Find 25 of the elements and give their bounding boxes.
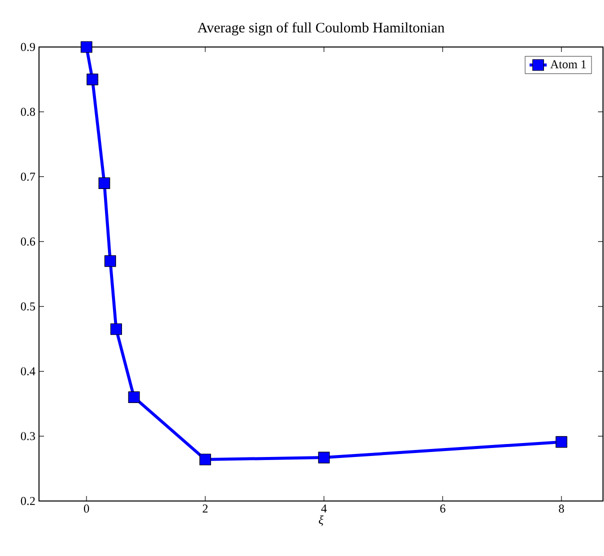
y-tick-label: 0.2 (20, 496, 35, 506)
point (128, 391, 140, 404)
y-tick-label: 0.3 (20, 432, 36, 440)
chart-title: Average sign of full Coulomb Hamiltonian (197, 22, 444, 36)
x-tick-label: 4 (321, 504, 327, 512)
y-tick-label: 0.9 (20, 42, 35, 52)
point (110, 323, 122, 335)
point (104, 255, 116, 267)
y-tick-label: 0.4 (20, 367, 36, 376)
x-tick-label: 6 (440, 504, 446, 513)
y-tick-label: 0.6 (20, 237, 36, 246)
point (98, 177, 110, 189)
x-axis-title: ξ (318, 515, 324, 526)
x-tick-label: 8 (558, 504, 564, 513)
legend-label: Atom 1 (550, 60, 586, 68)
point (86, 74, 98, 86)
point (556, 436, 568, 448)
y-tick-label: 0.5 (20, 302, 36, 311)
x-tick-label: 2 (202, 504, 208, 512)
y-tick-label: 0.8 (20, 108, 36, 116)
x-tick-label: 0 (84, 504, 90, 513)
point (199, 454, 212, 466)
point (80, 41, 92, 53)
point (318, 452, 330, 464)
y-tick-label: 0.7 (20, 172, 36, 181)
